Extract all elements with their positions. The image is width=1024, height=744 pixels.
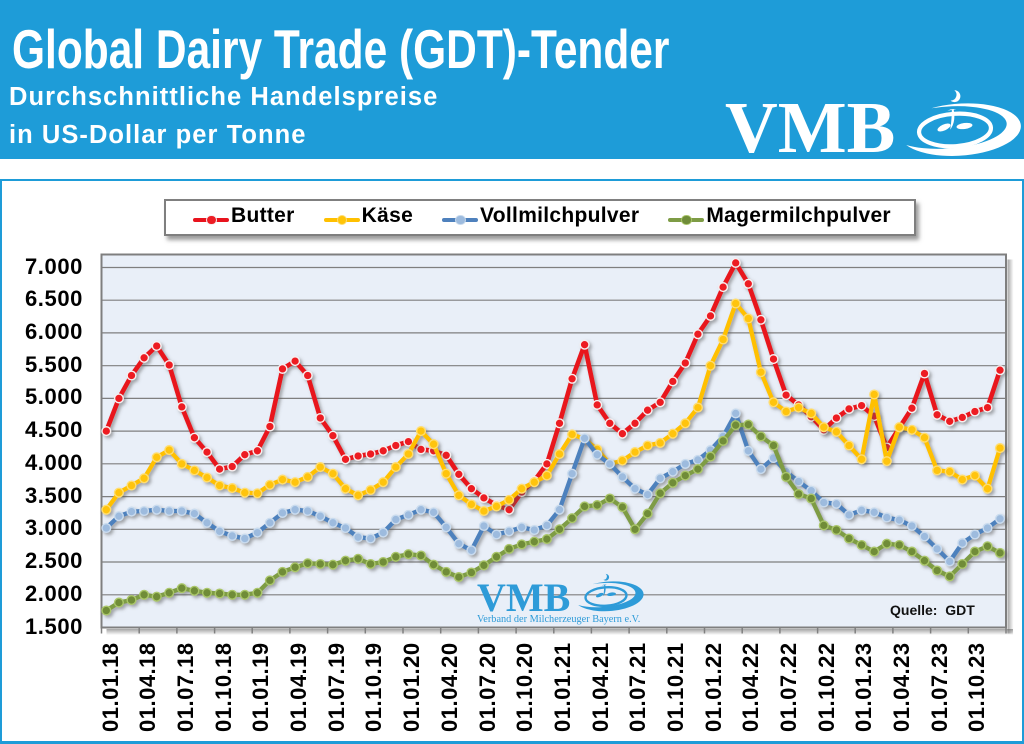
svg-text:VMB: VMB (725, 87, 895, 168)
